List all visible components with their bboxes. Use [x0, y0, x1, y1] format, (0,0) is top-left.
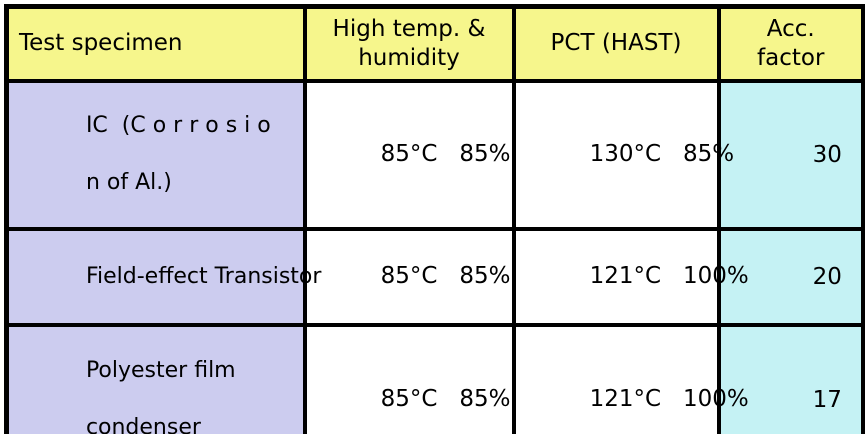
cell-text: 20 [812, 264, 842, 291]
table-row-fet: Field-effect Transistor 85°C 85% 121°C 1… [4, 227, 865, 328]
acc-factor-cell: 20 [716, 227, 865, 328]
cell-text: n of Al.) [85, 170, 172, 196]
header-acc-factor: Acc. factor [716, 4, 865, 83]
header-text: PCT (HAST) [550, 30, 682, 57]
header-text: High temp. & [332, 16, 486, 42]
table-row-polyester: Polyester film condenser 85°C 85% 121°C … [4, 323, 865, 434]
header-text: humidity [358, 44, 460, 71]
table-row-ic: IC (C o r r o s i o n of Al.) 85°C 85% 1… [4, 78, 865, 232]
acceleration-factor-table: Test specimen High temp. & humidity PCT … [4, 4, 865, 434]
cell-text: 121°C 100% [589, 263, 749, 290]
cell-text: 85°C 85% [380, 263, 511, 290]
header-high-temp-humidity: High temp. & humidity [302, 4, 516, 83]
cell-text: Field-effect Transistor [85, 264, 322, 289]
cell-text: 30 [812, 141, 842, 168]
high-temp-humidity-cell: 85°C 85% [302, 227, 516, 328]
high-temp-humidity-cell: 85°C 85% [302, 323, 516, 434]
specimen-cell: Field-effect Transistor [4, 227, 321, 328]
cell-text: 17 [812, 386, 842, 413]
pct-hast-cell: 121°C 100% [511, 323, 749, 434]
header-text: Test specimen [19, 30, 183, 57]
header-text: Acc. [766, 16, 815, 42]
acc-factor-cell: 30 [716, 78, 865, 232]
cell-text: condenser [85, 414, 201, 434]
pct-hast-cell: 130°C 85% [511, 78, 734, 232]
cell-text: 85°C 85% [380, 141, 511, 168]
specimen-cell: IC (C o r r o s i o n of Al.) [4, 78, 307, 232]
cell-text: Polyester film [85, 357, 236, 383]
header-text: factor [757, 44, 825, 71]
cell-text: 121°C 100% [589, 385, 749, 412]
cell-text: IC (C o r r o s i o [85, 113, 271, 139]
header-row: Test specimen High temp. & humidity PCT … [4, 4, 865, 83]
pct-hast-cell: 121°C 100% [511, 227, 749, 328]
header-test-specimen: Test specimen [4, 4, 307, 83]
acc-factor-cell: 17 [716, 323, 865, 434]
cell-text: 85°C 85% [380, 385, 511, 412]
header-pct-hast: PCT (HAST) [511, 4, 721, 83]
specimen-cell: Polyester film condenser [4, 323, 307, 434]
cell-text: 130°C 85% [589, 141, 735, 168]
high-temp-humidity-cell: 85°C 85% [302, 78, 516, 232]
